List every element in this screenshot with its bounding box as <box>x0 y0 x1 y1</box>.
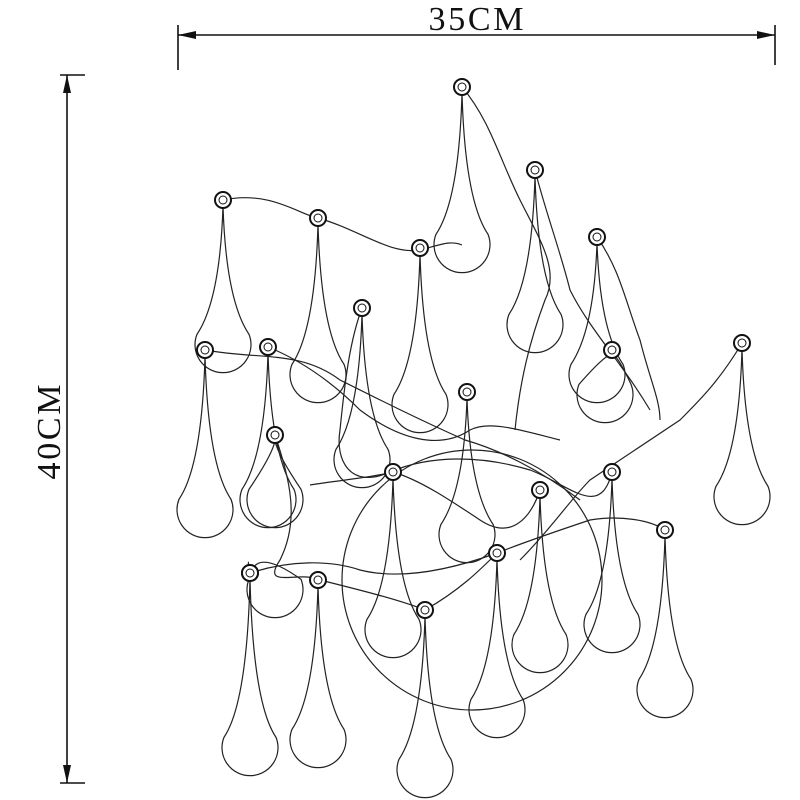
height-label: 40CM <box>31 385 68 480</box>
branch <box>222 197 463 252</box>
teardrop <box>289 585 347 769</box>
bead <box>384 463 402 481</box>
bead-inner <box>660 525 670 535</box>
bead <box>526 161 544 179</box>
branch <box>249 517 666 575</box>
bead <box>259 338 277 356</box>
branch <box>267 346 561 441</box>
bead-inner <box>313 575 323 585</box>
teardrop <box>468 558 526 739</box>
bead-inner <box>200 345 210 355</box>
teardrop <box>433 92 491 274</box>
bead-inner <box>462 387 472 397</box>
teardrop <box>391 253 449 434</box>
teardrop <box>576 354 634 424</box>
bead-inner <box>457 82 467 92</box>
bead <box>588 228 606 246</box>
branch <box>204 349 581 501</box>
bead <box>531 481 549 499</box>
width-dimension: 35CM <box>177 1 776 70</box>
teardrop <box>246 440 304 529</box>
teardrop <box>221 578 279 777</box>
teardrop <box>176 355 234 539</box>
bead <box>603 463 621 481</box>
bead <box>656 521 674 539</box>
bead-inner <box>388 467 398 477</box>
teardrop <box>289 223 347 404</box>
bead-inner <box>245 568 255 578</box>
teardrop <box>506 175 564 354</box>
bead <box>266 426 284 444</box>
bead-inner <box>313 213 323 223</box>
bead <box>309 209 327 227</box>
width-label: 35CM <box>429 1 524 38</box>
teardrop <box>396 615 454 799</box>
bead <box>214 191 232 209</box>
branch <box>534 169 651 411</box>
branch <box>519 342 743 561</box>
teardrop <box>511 495 569 674</box>
teardrop <box>364 477 422 659</box>
bead-inner <box>263 342 273 352</box>
teardrop <box>194 205 252 374</box>
bead-inner <box>415 243 425 253</box>
bead-inner <box>592 232 602 242</box>
bead <box>196 341 214 359</box>
branch <box>338 307 613 497</box>
bead <box>603 341 621 359</box>
bead <box>488 544 506 562</box>
bead-inner <box>607 345 617 355</box>
teardrop <box>438 397 496 564</box>
branch <box>596 236 661 421</box>
branch <box>461 86 551 431</box>
teardrop <box>333 313 391 489</box>
bead <box>458 383 476 401</box>
teardrop <box>713 348 771 526</box>
height-dimension: 40CM <box>31 74 85 784</box>
teardrop <box>636 535 694 719</box>
bead <box>733 334 751 352</box>
bead-inner <box>420 605 430 615</box>
bead <box>241 564 259 582</box>
bead <box>309 571 327 589</box>
bead-inner <box>607 467 617 477</box>
bead <box>353 299 371 317</box>
bead-inner <box>218 195 228 205</box>
bead <box>416 601 434 619</box>
bead-inner <box>270 430 280 440</box>
bead-inner <box>357 303 367 313</box>
branch <box>273 434 498 611</box>
drops <box>176 78 771 799</box>
teardrop <box>583 477 641 654</box>
bead <box>411 239 429 257</box>
branch <box>309 471 541 529</box>
bead-inner <box>530 165 540 175</box>
bead-inner <box>737 338 747 348</box>
bead <box>453 78 471 96</box>
bead-inner <box>535 485 545 495</box>
teardrop <box>568 242 626 404</box>
frame-ring <box>341 449 603 711</box>
bead-inner <box>492 548 502 558</box>
teardrop <box>239 352 297 529</box>
